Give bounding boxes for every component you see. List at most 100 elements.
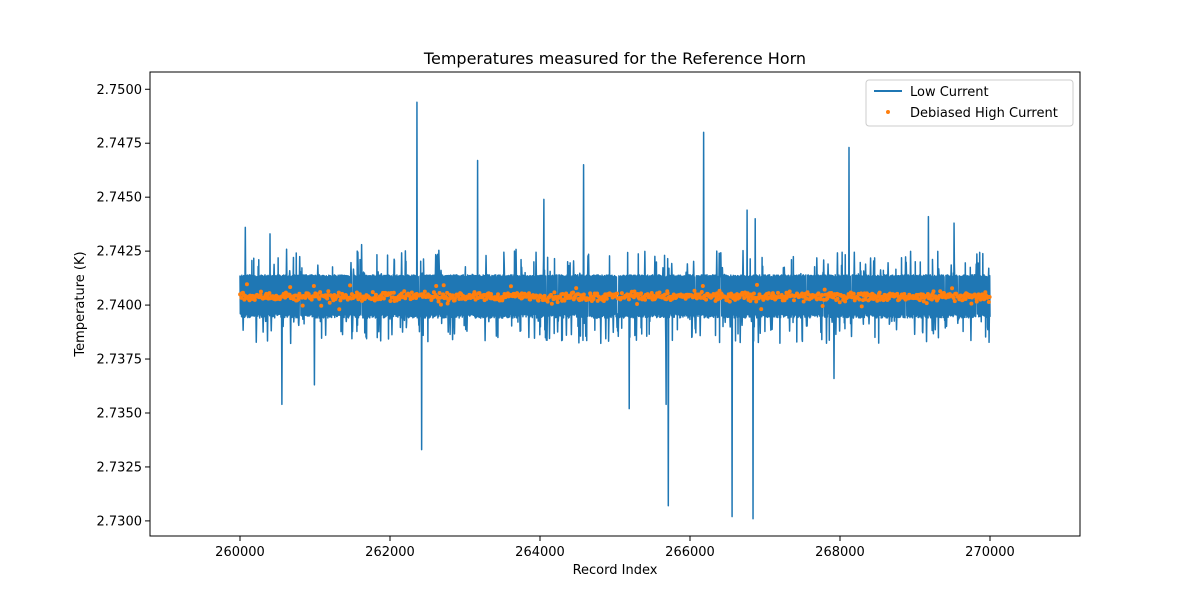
scatter-point xyxy=(239,295,244,300)
scatter-point xyxy=(402,289,407,294)
scatter-point xyxy=(924,301,929,306)
y-tick-label: 2.7375 xyxy=(97,353,143,368)
scatter-point xyxy=(450,293,455,298)
scatter-point xyxy=(335,293,340,298)
scatter-point xyxy=(775,290,780,295)
legend-marker-debiased-high-current xyxy=(886,110,890,114)
scatter-point xyxy=(549,301,554,306)
scatter-point xyxy=(337,307,342,312)
y-tick-label: 2.7300 xyxy=(97,514,143,529)
y-tick-label: 2.7450 xyxy=(97,191,143,206)
scatter-point xyxy=(692,288,697,293)
scatter-point xyxy=(325,296,330,301)
scatter-point xyxy=(983,290,988,295)
scatter-point xyxy=(843,299,848,304)
scatter-point xyxy=(704,297,709,302)
plot-area xyxy=(149,71,1081,537)
y-tick-label: 2.7500 xyxy=(97,83,143,98)
scatter-point xyxy=(963,297,968,302)
scatter-point xyxy=(835,296,840,301)
scatter-point xyxy=(508,284,513,289)
scatter-point xyxy=(921,299,926,304)
scatter-point xyxy=(445,301,450,306)
scatter-point xyxy=(595,291,600,296)
scatter-point xyxy=(581,292,586,297)
scatter-point xyxy=(754,299,759,304)
scatter-point xyxy=(560,291,565,296)
scatter-point xyxy=(388,298,393,303)
chart-title: Temperatures measured for the Reference … xyxy=(423,49,806,68)
series-debiased-high-current xyxy=(238,282,992,312)
scatter-point xyxy=(791,298,796,303)
scatter-point xyxy=(422,289,427,294)
scatter-point xyxy=(489,291,494,296)
scatter-point xyxy=(409,290,414,295)
scatter-point xyxy=(851,291,856,296)
y-tick-label: 2.7400 xyxy=(97,299,143,314)
scatter-point xyxy=(309,297,314,302)
scatter-point xyxy=(545,299,550,304)
scatter-point xyxy=(748,299,753,303)
scatter-point xyxy=(438,302,443,307)
scatter-point xyxy=(759,307,764,312)
scatter-point xyxy=(496,292,501,297)
scatter-point xyxy=(951,295,956,300)
scatter-point xyxy=(436,299,441,304)
scatter-point xyxy=(615,291,620,296)
y-tick-label: 2.7350 xyxy=(97,406,143,421)
scatter-point xyxy=(604,296,609,301)
scatter-point xyxy=(381,296,386,301)
scatter-point xyxy=(639,291,644,296)
x-tick-label: 262000 xyxy=(365,545,415,560)
scatter-point xyxy=(969,301,974,306)
scatter-point xyxy=(818,297,823,302)
scatter-point xyxy=(881,298,886,303)
scatter-point xyxy=(555,300,560,305)
scatter-point xyxy=(318,290,323,295)
scatter-point xyxy=(349,292,354,297)
scatter-point xyxy=(931,289,936,294)
legend-label-debiased-high-current: Debiased High Current xyxy=(910,106,1058,121)
scatter-point xyxy=(850,295,855,300)
scatter-point xyxy=(635,302,640,307)
legend-label-low-current: Low Current xyxy=(910,85,989,100)
scatter-point xyxy=(626,297,631,302)
x-axis-label: Record Index xyxy=(573,563,658,578)
scatter-point xyxy=(950,286,955,291)
scatter-point xyxy=(820,303,825,308)
scatter-point xyxy=(982,297,987,302)
scatter-point xyxy=(725,295,730,300)
scatter-point xyxy=(665,291,670,296)
scatter-point xyxy=(437,291,442,296)
y-axis-label: Temperature (K) xyxy=(73,251,88,357)
scatter-point xyxy=(751,291,756,296)
scatter-point xyxy=(859,304,864,309)
y-tick-label: 2.7325 xyxy=(97,460,143,475)
scatter-point xyxy=(373,292,378,297)
scatter-point xyxy=(974,299,979,304)
scatter-point xyxy=(837,300,842,305)
scatter-point xyxy=(348,283,353,288)
scatter-point xyxy=(986,300,991,305)
scatter-point xyxy=(822,287,827,292)
scatter-point xyxy=(980,292,985,297)
scatter-point xyxy=(370,290,375,295)
scatter-point xyxy=(816,291,821,296)
scatter-point xyxy=(863,297,868,302)
scatter-point xyxy=(311,284,316,289)
scatter-point xyxy=(742,296,747,301)
scatter-point xyxy=(643,297,648,302)
x-tick-label: 260000 xyxy=(215,545,265,560)
legend-box xyxy=(865,79,1074,127)
scatter-point xyxy=(336,290,341,295)
scatter-point xyxy=(403,296,408,301)
x-axis: 260000 262000 264000 266000 268000 270000 xyxy=(215,536,1015,560)
x-tick-label: 266000 xyxy=(665,545,715,560)
y-tick-label: 2.7425 xyxy=(97,245,143,260)
scatter-point xyxy=(562,298,567,303)
scatter-point xyxy=(952,299,957,304)
scatter-point xyxy=(288,285,293,290)
scatter-point xyxy=(526,291,531,296)
scatter-point xyxy=(987,294,992,299)
scatter-point xyxy=(755,282,759,287)
